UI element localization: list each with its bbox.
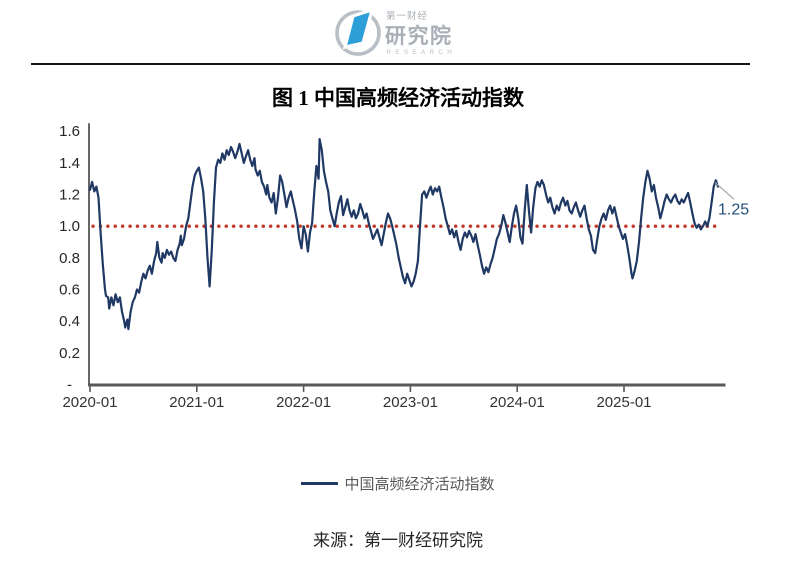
y-axis-label: 1.4 (59, 155, 80, 172)
last-value-label: 1.25 (718, 201, 749, 218)
chart-title: 图 1 中国高频经济活动指数 (272, 86, 524, 110)
y-axis-label: 1.0 (59, 218, 80, 235)
legend: 中国高频经济活动指数 (0, 473, 796, 494)
logo-text-line2: 研究院 (385, 24, 453, 48)
line-chart-svg: 2020-01 2021-01 2022-01 2023-01 2024-01 2025-… (59, 123, 749, 411)
x-axis-label: 2024-01 (490, 394, 545, 411)
logo-text-line3: RESEARCH (387, 49, 457, 56)
annotation-leader-line (714, 181, 735, 200)
x-axis-label: 2022-01 (276, 394, 331, 411)
logo-text-line1: 第一财经 (386, 10, 428, 22)
y-axis-label: 1.6 (59, 123, 80, 140)
x-axis-label: 2020-01 (62, 394, 117, 411)
legend-line-marker-icon (301, 482, 339, 485)
source-note: 来源：第一财经研究院 (313, 531, 483, 550)
logo-mark-icon: 第一财经 研究院 RESEARCH (335, 7, 457, 56)
yicai-logo: 第一财经 研究院 RESEARCH (0, 6, 796, 60)
y-axis-label: - (67, 377, 72, 394)
y-axis-label: 1.2 (59, 187, 80, 204)
legend-label: 中国高频经济活动指数 (344, 477, 495, 493)
activity-index-chart: 2020-01 2021-01 2022-01 2023-01 2024-01 2025-… (0, 118, 796, 420)
y-axis-label: 0.4 (59, 313, 80, 330)
y-axis-label: 0.6 (59, 282, 80, 299)
logo-parallelogram-icon (342, 7, 375, 50)
x-axis-label: 2023-01 (383, 394, 438, 411)
x-axis-label: 2021-01 (169, 394, 224, 411)
header-divider (31, 63, 750, 65)
y-axis-label: 0.8 (59, 250, 80, 267)
y-axis-label: 0.2 (59, 345, 80, 362)
activity-index-line (88, 138, 720, 331)
x-axis-label: 2025-01 (596, 394, 651, 411)
